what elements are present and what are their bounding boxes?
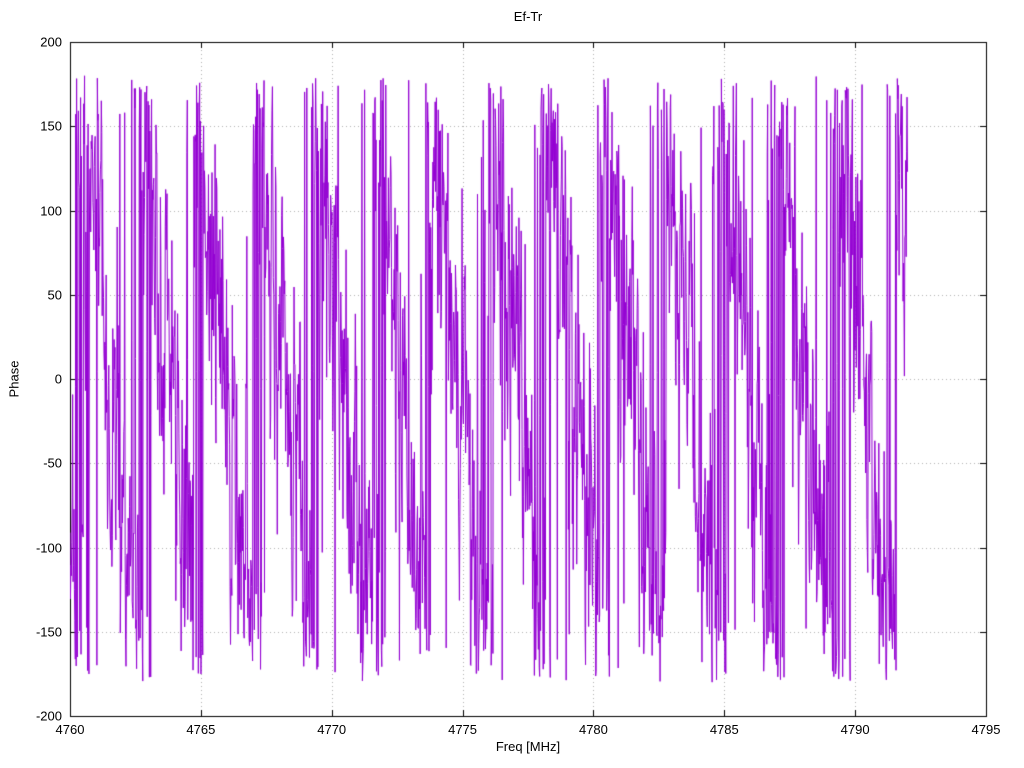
y-tick-label: -50 <box>43 455 62 471</box>
y-tick-label: 0 <box>54 371 62 387</box>
x-tick-label: 4770 <box>317 722 347 737</box>
y-tick-label: 150 <box>40 118 62 134</box>
x-tick-label: 4780 <box>578 722 608 737</box>
y-tick-label: 100 <box>40 203 62 218</box>
y-tick-label: 200 <box>40 34 62 50</box>
chart-title: Ef-Tr <box>513 9 543 24</box>
x-tick-label: 4785 <box>709 722 739 737</box>
x-tick-label: 4765 <box>186 722 216 737</box>
y-tick-label: 50 <box>47 287 62 303</box>
x-tick-label: 4760 <box>55 722 85 737</box>
y-axis-label: Phase <box>6 360 22 398</box>
x-axis-label: Freq [MHz] <box>495 739 561 754</box>
y-tick-label: -100 <box>35 540 62 555</box>
y-tick-label: -200 <box>35 708 62 724</box>
y-tick-label: -150 <box>35 624 62 640</box>
x-tick-label: 4795 <box>971 722 1001 737</box>
x-tick-label: 4775 <box>448 722 478 737</box>
x-tick-label: 4790 <box>840 722 870 737</box>
